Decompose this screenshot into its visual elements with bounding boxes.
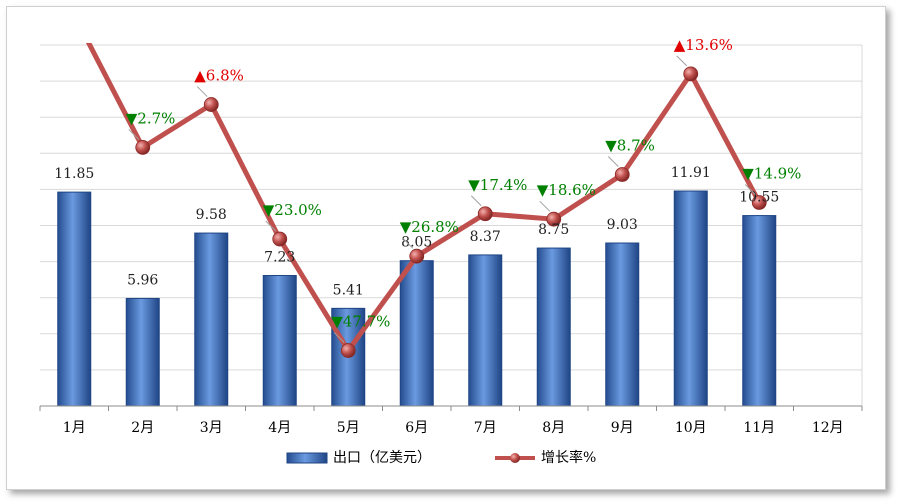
label-leader [607,156,619,167]
legend: 出口（亿美元） 增长率% [286,449,596,466]
line-marker [203,97,219,112]
label-leader [676,55,688,67]
bar-value-label: 11.85 [54,166,94,182]
line-markers [135,66,767,358]
label-leader [265,220,277,232]
bar [399,260,434,407]
x-tick-label: 2月 [131,420,154,436]
line-marker [683,66,699,82]
x-tick-label: 6月 [405,420,428,436]
line-marker [340,343,356,358]
x-tick-label: 1月 [63,420,86,436]
label-leader [128,129,140,140]
bar [605,242,640,407]
legend-line-label: 增长率% [541,449,596,466]
growth-label: ▼18.6% [537,181,596,199]
bar-value-label: 9.58 [196,207,227,223]
label-leader [196,86,208,97]
bar-value-label: 8.05 [401,235,432,251]
line-marker [614,167,630,182]
x-tick-label: 11月 [743,420,775,436]
line-marker [751,195,767,210]
line-marker [272,231,288,247]
bar-value-label: 7.23 [264,249,295,265]
x-axis: 1月 2月 3月 4月 5月 6月 7月 8月 9月 10月 11月 12月 [39,405,863,436]
bar [536,247,571,407]
bar-series [57,190,777,407]
growth-label: ▲6.8% [194,67,244,85]
label-leader [333,332,345,343]
growth-label: ▼8.7% [605,137,655,155]
growth-label: ▼2.7% [126,109,176,127]
growth-label: ▼17.4% [468,176,527,194]
label-leader [744,184,756,195]
x-tick-label: 4月 [268,420,291,436]
bar-value-label: 8.37 [470,229,501,245]
x-tick-label: 9月 [611,420,634,436]
bar-value-label: 8.75 [538,222,569,238]
growth-label: ▼14.9% [742,164,801,182]
bar [125,297,160,407]
bar-value-label: 11.91 [671,165,711,181]
bar [468,254,503,407]
line-marker [135,140,151,155]
label-leader [402,237,414,249]
x-tick-label: 8月 [542,420,565,436]
line-marker [409,248,425,264]
label-leader [470,195,482,207]
bar [194,232,229,407]
x-tick-label: 3月 [200,420,223,436]
bar-value-label: 10.55 [739,190,779,206]
x-tick-label: 5月 [337,420,360,436]
line-marker [546,211,562,227]
bar [262,274,297,407]
data-labels: 11.85 5.96 9.58 7.23 5.41 8.05 8.37 8.75 9.03 11.… [54,36,801,343]
bar-value-label: 5.96 [127,272,158,288]
growth-label: ▼23.0% [263,201,322,219]
x-tick-label: 10月 [675,420,707,436]
legend-line-marker [510,453,520,463]
legend-bar-label: 出口（亿美元） [333,450,431,466]
chart-frame [6,6,886,490]
x-tick-label: 7月 [474,420,497,436]
bar [673,190,708,407]
bar [57,191,92,407]
growth-label: ▼26.8% [400,218,459,236]
label-leader [539,200,551,212]
legend-bar-swatch [286,452,328,464]
bar-value-label: 9.03 [607,217,638,233]
bar [742,215,777,407]
line-marker [477,206,493,222]
x-tick-label: 12月 [812,420,844,436]
growth-label: ▲13.6% [674,36,733,54]
bar-value-label: 5.41 [333,282,364,298]
growth-label: ▼47.7% [331,312,390,330]
